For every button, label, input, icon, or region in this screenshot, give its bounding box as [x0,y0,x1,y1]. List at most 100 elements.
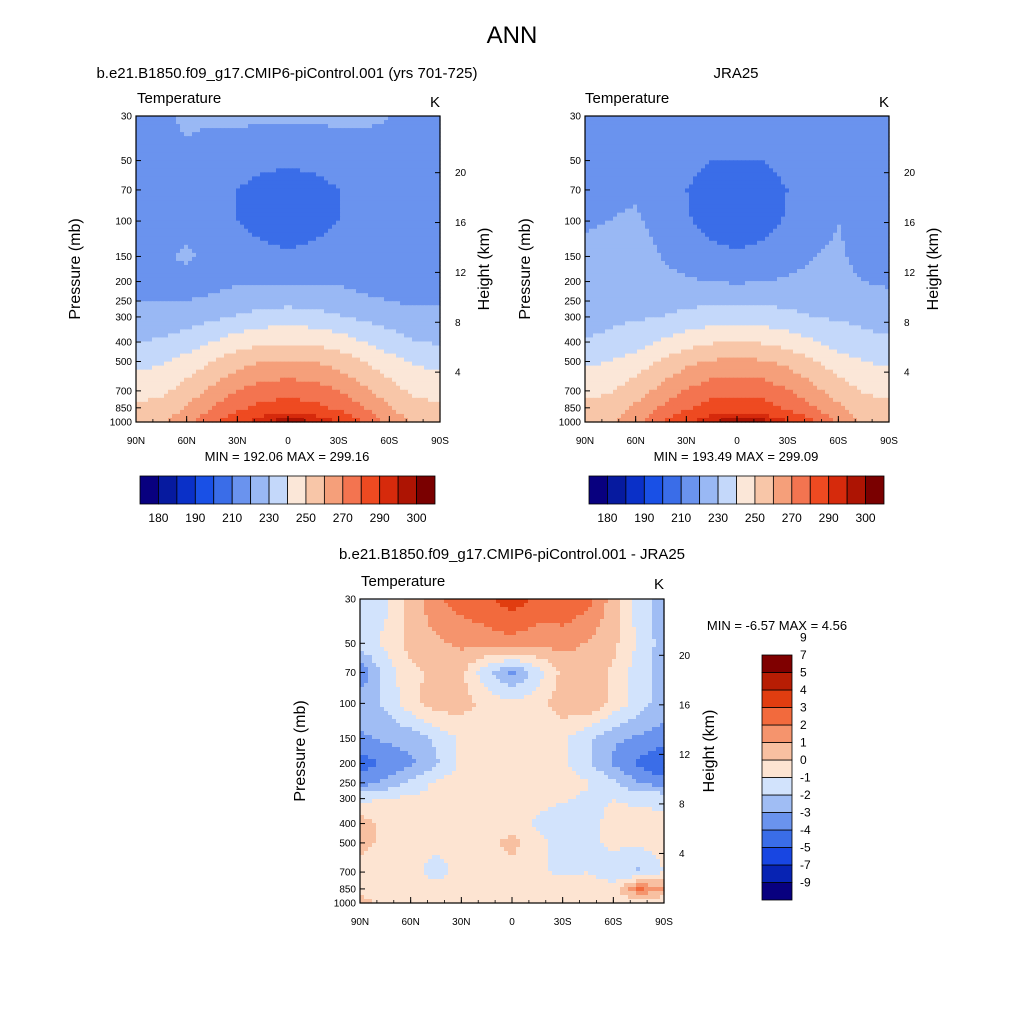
heatmap-cell [240,377,245,383]
heatmap-cell [284,120,289,125]
heatmap-cell [144,176,149,182]
heatmap-cell [152,269,157,274]
heatmap-cell [392,252,397,258]
heatmap-cell [320,252,325,258]
heatmap-cell [252,281,257,286]
heatmap-cell [180,285,185,290]
heatmap-cell [264,289,269,294]
heatmap-cell [172,140,177,145]
heatmap-cell [196,349,201,355]
heatmap-cell [268,337,273,343]
heatmap-cell [332,168,337,173]
heatmap-cell [264,168,269,173]
heatmap-cell [168,144,173,149]
heatmap-cell [344,349,349,355]
heatmap-cell [264,329,269,335]
heatmap-cell [332,176,337,182]
heatmap-cell [424,244,429,250]
heatmap-cell [236,144,241,149]
heatmap-cell [392,269,397,274]
heatmap-cell [376,132,381,137]
heatmap-cell [188,240,193,246]
heatmap-cell [292,365,297,371]
heatmap-cell [316,148,321,153]
heatmap-cell [160,329,165,335]
heatmap-cell [208,236,213,242]
heatmap-cell [320,264,325,270]
heatmap-cell [144,277,149,282]
heatmap-cell [428,164,433,169]
heatmap-cell [276,277,281,282]
heatmap-cell [284,285,289,290]
heatmap-cell [168,236,173,242]
heatmap-cell [416,281,421,286]
heatmap-cell [140,269,145,274]
heatmap-cell [412,361,417,367]
heatmap-cell [304,256,309,262]
heatmap-cell [376,281,381,286]
heatmap-cell [248,289,253,294]
heatmap-cell [364,160,369,165]
heatmap-cell [200,224,205,230]
heatmap-cell [368,373,373,379]
heatmap-cell [304,240,309,246]
heatmap-cell [248,144,253,149]
heatmap-cell [136,248,141,254]
heatmap-cell [372,144,377,149]
heatmap-cell [164,156,169,161]
heatmap-cell [408,152,413,157]
heatmap-cell [252,220,257,226]
heatmap-cell [376,208,381,214]
heatmap-cell [348,168,353,173]
heatmap-cell [404,128,409,133]
heatmap-cell [220,120,225,125]
heatmap-cell [284,136,289,141]
heatmap-cell [392,216,397,222]
heatmap-cell [280,120,285,125]
heatmap-cell [212,248,217,254]
heatmap-cell [336,333,341,339]
heatmap-cell [176,216,181,222]
heatmap-cell [140,293,145,298]
heatmap-cell [368,305,373,310]
heatmap-cell [220,156,225,161]
heatmap-cell [180,264,185,270]
heatmap-cell [416,208,421,214]
heatmap-cell [168,273,173,278]
heatmap-cell [284,128,289,133]
heatmap-cell [432,260,437,266]
heatmap-cell [184,240,189,246]
heatmap-cell [172,273,177,278]
heatmap-cell [220,377,225,383]
heatmap-cell [192,124,197,129]
heatmap-cell [372,152,377,157]
heatmap-cell [256,309,261,314]
heatmap-cell [364,220,369,226]
heatmap-cell [316,273,321,278]
heatmap-cell [264,244,269,250]
heatmap-cell [424,136,429,141]
heatmap-cell [216,373,221,379]
heatmap-cell [412,116,417,121]
heatmap-cell [404,224,409,230]
heatmap-cell [324,277,329,282]
heatmap-cell [420,240,425,246]
heatmap-cell [336,176,341,182]
heatmap-cell [168,220,173,226]
heatmap-cell [212,252,217,258]
heatmap-cell [376,305,381,310]
heatmap-cell [328,136,333,141]
heatmap-cell [252,365,257,371]
heatmap-cell [284,148,289,153]
heatmap-cell [140,212,145,218]
heatmap-cell [236,309,241,314]
heatmap-cell [184,269,189,274]
heatmap-cell [332,192,337,198]
heatmap-cell [176,196,181,202]
heatmap-cell [400,345,405,351]
heatmap-cell [276,281,281,286]
heatmap-cell [296,204,301,210]
heatmap-cell [392,281,397,286]
heatmap-cell [332,260,337,266]
heatmap-cell [240,220,245,226]
